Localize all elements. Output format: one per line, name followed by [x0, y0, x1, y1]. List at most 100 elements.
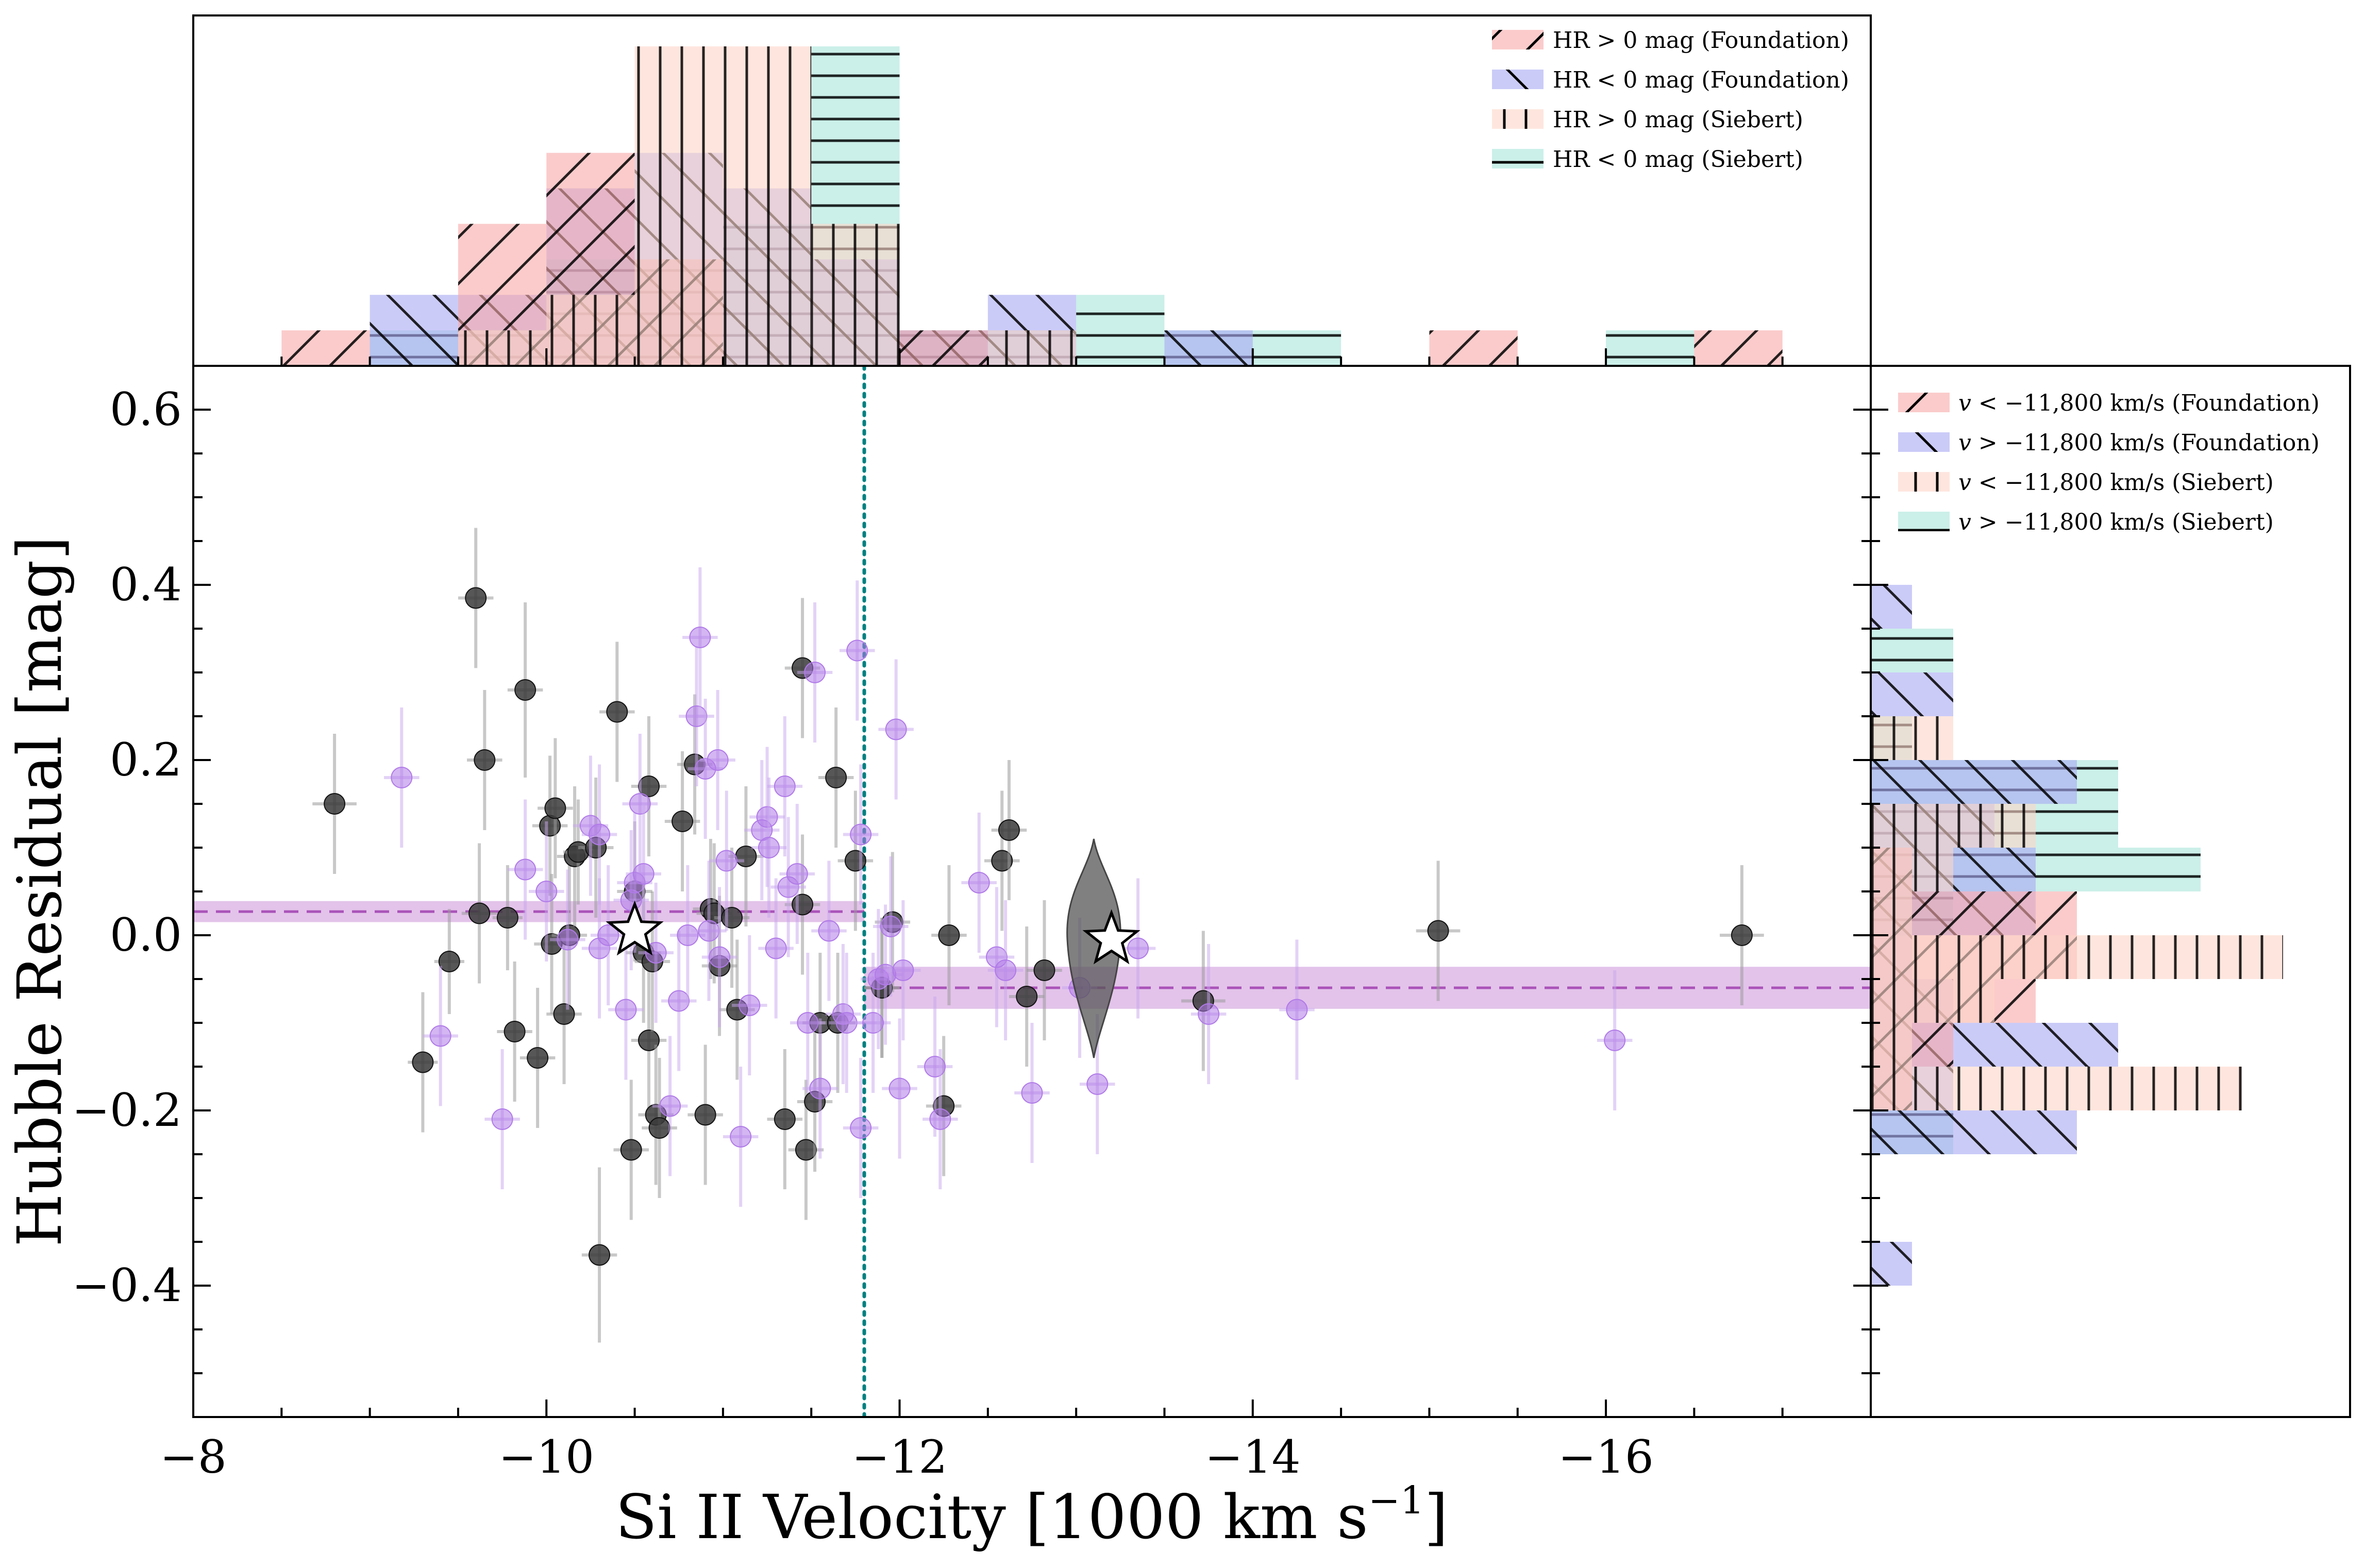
right-legend: v < −11,800 km/s (Foundation) v > −11,800…: [1898, 390, 2320, 535]
mean-star-marker-0: [606, 900, 664, 956]
foundation-point-50: [998, 819, 1020, 841]
right-hist-bar-hatch: [1871, 1110, 2077, 1154]
foundation-point-6: [496, 907, 518, 929]
siebert-point-0: [391, 767, 413, 788]
y-tick-label: 0.2: [110, 733, 182, 786]
right-legend-variable: v: [1958, 509, 1971, 535]
top-hist-bar-hatch: [1429, 330, 1518, 366]
foundation-point-55: [1731, 924, 1753, 946]
foundation-point-2: [438, 951, 460, 972]
top-hist-bar-hatch: [1076, 295, 1165, 366]
top-hist-bar-hatch: [546, 295, 635, 366]
siebert-point-52: [929, 1108, 951, 1130]
right-legend-text: < −11,800 km/s (Siebert): [1971, 469, 2274, 496]
siebert-point-16: [659, 1095, 681, 1117]
x-tick-label: −8: [160, 1430, 227, 1483]
siebert-point-7: [589, 823, 611, 846]
foundation-point-30: [694, 1104, 716, 1126]
siebert-point-3: [514, 858, 536, 881]
right-legend-label: v > −11,800 km/s (Siebert): [1958, 509, 2274, 535]
top-hist-bar-hatch: [1164, 330, 1253, 366]
siebert-point-27: [739, 994, 761, 1016]
top-legend-entry-1: HR < 0 mag (Foundation): [1492, 67, 1849, 93]
right-hist-bar-hatch: [1871, 1067, 2242, 1110]
siebert-point-42: [850, 823, 872, 846]
foundation-point-56: [792, 893, 814, 916]
siebert-point-25: [715, 850, 737, 872]
siebert-point-59: [1127, 937, 1149, 959]
top-hist-bar-hatch: [458, 330, 547, 366]
y-axis-ticks: 0.6 0.4 0.2 0.0 −0.2 −0.4: [72, 365, 1871, 1418]
right-legend-label: v < −11,800 km/s (Siebert): [1958, 469, 2274, 496]
foundation-point-4: [474, 749, 496, 771]
siebert-point-55: [995, 959, 1017, 981]
x-tick-label: −16: [1558, 1430, 1654, 1483]
right-hist-bar-hatch: [1871, 848, 1953, 891]
violin-shape: [1066, 838, 1121, 1058]
foundation-point-54: [1427, 920, 1449, 942]
foundation-point-34: [721, 907, 743, 929]
top-hist-bar-hatch: [1252, 330, 1341, 366]
siebert-point-22: [698, 920, 720, 942]
foundation-point-39: [795, 1139, 817, 1161]
foundation-point-47: [938, 924, 960, 946]
siebert-point-43: [850, 1117, 872, 1139]
siebert-point-53: [968, 872, 990, 893]
siebert-point-15: [645, 942, 667, 964]
siebert-point-44: [862, 1012, 884, 1034]
top-histogram-ticks: [192, 348, 1872, 366]
top-legend-swatch-hatch: [1492, 30, 1544, 49]
top-hist-bar-hatch: [723, 46, 812, 366]
foundation-point-0: [324, 793, 346, 815]
top-hist-bar-hatch: [370, 295, 458, 366]
siebert-point-18: [677, 924, 699, 946]
siebert-point-10: [615, 999, 637, 1021]
siebert-point-9: [597, 924, 619, 946]
right-histogram-ticks: [1871, 365, 1888, 1418]
right-legend-variable: v: [1958, 390, 1971, 416]
right-legend-entry-1: v > −11,800 km/s (Foundation): [1898, 430, 2320, 456]
y-tick-label: −0.4: [72, 1259, 182, 1312]
right-legend-swatch-hatch: [1898, 512, 1950, 531]
right-legend-swatch-hatch: [1898, 472, 1950, 492]
foundation-point-9: [527, 1047, 549, 1069]
foundation-point-51: [1016, 986, 1038, 1007]
top-legend-swatch-hatch: [1492, 109, 1544, 129]
top-legend-swatch-hatch: [1492, 70, 1544, 89]
right-hist-bar-hatch: [1871, 629, 1953, 672]
top-legend-entry-0: HR > 0 mag (Foundation): [1492, 27, 1849, 54]
siebert-point-24: [709, 946, 731, 968]
siebert-point-11: [620, 889, 642, 911]
foundation-point-20: [620, 1139, 642, 1161]
right-legend-entry-2: v < −11,800 km/s (Siebert): [1898, 469, 2274, 496]
foundation-point-8: [514, 679, 536, 701]
siebert-point-50: [892, 959, 914, 981]
y-tick-label: 0.6: [110, 383, 182, 436]
right-legend-label: v > −11,800 km/s (Foundation): [1958, 430, 2320, 456]
foundation-point-42: [825, 767, 847, 788]
siebert-point-36: [804, 662, 826, 683]
x-axis-title-main: Si II Velocity [1000 km s: [615, 1481, 1368, 1553]
series-siebert: [384, 567, 1633, 1207]
right-legend-variable: v: [1958, 430, 1971, 456]
siebert-point-13: [629, 793, 651, 815]
foundation-point-7: [504, 1021, 526, 1042]
foundation-point-3: [465, 587, 487, 609]
right-legend-swatch-hatch: [1898, 393, 1950, 412]
siebert-point-56: [1021, 1082, 1043, 1104]
top-legend-entry-3: HR < 0 mag (Siebert): [1492, 146, 1803, 173]
top-legend-label: HR > 0 mag (Siebert): [1553, 107, 1803, 133]
siebert-point-34: [786, 863, 808, 885]
right-histogram-panel: v < −11,800 km/s (Foundation) v > −11,800…: [1870, 365, 2351, 1418]
foundation-point-11: [544, 797, 566, 819]
right-legend-variable: v: [1958, 469, 1971, 496]
siebert-point-1: [429, 1025, 451, 1047]
right-legend-label: v < −11,800 km/s (Foundation): [1958, 390, 2320, 416]
y-tick-label: −0.2: [72, 1084, 182, 1137]
siebert-point-51: [924, 1056, 946, 1077]
x-axis-title-end: ]: [1424, 1481, 1448, 1553]
x-axis-title: Si II Velocity [1000 km s−1]: [615, 1478, 1448, 1553]
right-hist-bar-hatch: [1871, 585, 1912, 629]
siebert-point-5: [557, 929, 579, 951]
